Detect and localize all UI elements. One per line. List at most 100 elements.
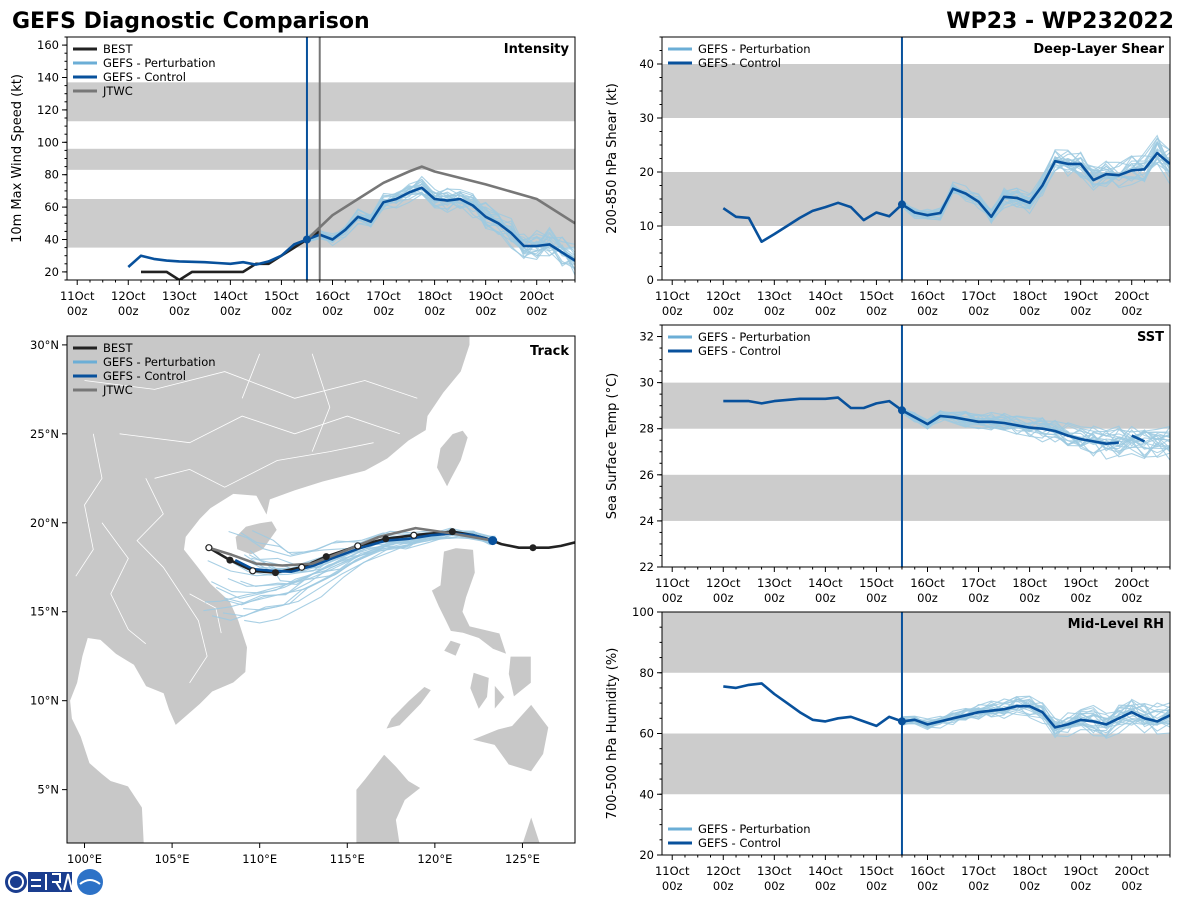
y-tick-label: 100: [632, 605, 654, 619]
y-tick-label: 40: [44, 233, 59, 247]
land-samar: [507, 655, 532, 698]
x-tick-label: 100°E: [67, 852, 102, 866]
y-axis-label: Sea Surface Temp (°C): [605, 373, 620, 520]
y-tick-label: 32: [639, 330, 654, 344]
map-area: [67, 336, 575, 843]
x-tick-label-hour: 00z: [866, 879, 887, 893]
legend-label-control: GEFS - Control: [103, 70, 186, 84]
legend-label-perturbation: GEFS - Perturbation: [103, 56, 216, 70]
x-tick-label-hour: 00z: [815, 304, 836, 318]
x-tick-label-day: 16Oct: [910, 289, 945, 303]
series-line-gefs-control-tail-: [1131, 434, 1146, 443]
init-position-marker: [488, 536, 498, 546]
cira-logo: [5, 869, 103, 895]
x-tick-label-hour: 00z: [169, 304, 190, 318]
y-tick-label: 5°N: [37, 783, 59, 797]
panel-title: Track: [530, 344, 569, 359]
x-tick-label-hour: 00z: [968, 879, 989, 893]
shading-band: [662, 612, 1170, 673]
x-tick-label-day: 15Oct: [859, 289, 894, 303]
init-marker: [302, 235, 311, 244]
land-cebu: [493, 683, 506, 711]
x-tick-label-day: 11Oct: [655, 289, 690, 303]
y-tick-label: 28: [639, 422, 654, 436]
x-tick-label-day: 13Oct: [757, 576, 792, 590]
init-marker: [897, 200, 906, 209]
ensemble-member-line: [306, 193, 575, 260]
ensemble-member-line: [901, 412, 1170, 450]
x-tick-label-hour: 00z: [322, 304, 343, 318]
series-line-gefs-control: [723, 396, 1120, 446]
x-tick-label-day: 19Oct: [1063, 289, 1098, 303]
y-tick-label: 20: [639, 165, 654, 179]
x-tick-label-day: 11Oct: [655, 864, 690, 878]
x-tick-label-day: 17Oct: [961, 576, 996, 590]
sst-panel: 22242628303211Oct00z12Oct00z13Oct00z14Oc…: [605, 324, 1171, 605]
panel-title: Mid-Level RH: [1068, 617, 1164, 632]
track-panel: 100°E 105°E 110°E 115°E 120°E 125°E 5°N 10°N 15°…: [30, 335, 576, 866]
y-tick-label: 140: [37, 71, 59, 85]
y-tick-label: 60: [639, 727, 654, 741]
x-tick-label-day: 18Oct: [1012, 576, 1047, 590]
panel-title: SST: [1137, 330, 1164, 345]
x-tick-label-day: 20Oct: [519, 289, 554, 303]
shading-band: [67, 82, 575, 122]
y-tick-label: 40: [639, 57, 654, 71]
land-mindanao: [470, 703, 550, 773]
x-tick-label-day: 18Oct: [1012, 864, 1047, 878]
x-tick-label-day: 11Oct: [655, 576, 690, 590]
land-mindoro: [443, 639, 462, 657]
x-tick-label-hour: 00z: [662, 304, 683, 318]
x-tick-label-day: 20Oct: [1114, 864, 1149, 878]
ensemble-member-line: [901, 412, 1170, 458]
x-tick-label-hour: 00z: [917, 591, 938, 605]
x-tick-label-day: 15Oct: [264, 289, 299, 303]
y-tick-label: 160: [37, 38, 59, 52]
legend-label-jtwc: JTWC: [102, 84, 133, 98]
shear-panel: 01020304011Oct00z12Oct00z13Oct00z14Oct00…: [605, 36, 1171, 318]
x-tick-label-hour: 00z: [1070, 304, 1091, 318]
plot-area: [127, 165, 575, 280]
x-tick-label-hour: 00z: [526, 304, 547, 318]
axes-frame: [661, 324, 1171, 568]
x-tick-label-hour: 00z: [1070, 879, 1091, 893]
x-tick-label-hour: 00z: [67, 304, 88, 318]
y-tick-label: 10: [639, 219, 654, 233]
x-tick-label-hour: 00z: [1121, 591, 1142, 605]
y-tick-label: 30°N: [30, 338, 59, 352]
y-tick-label: 80: [44, 168, 59, 182]
x-tick-label-day: 14Oct: [808, 289, 843, 303]
x-tick-label-hour: 00z: [662, 879, 683, 893]
y-tick-label: 22: [639, 560, 654, 574]
x-tick-label-hour: 00z: [1019, 591, 1040, 605]
plot-area: [722, 134, 1170, 243]
admin-border: [84, 371, 418, 399]
x-tick-label-day: 16Oct: [315, 289, 350, 303]
legend-label-perturbation: GEFS - Perturbation: [698, 330, 811, 344]
x-tick-label-day: 17Oct: [961, 864, 996, 878]
x-tick-label-day: 17Oct: [366, 289, 401, 303]
y-tick-label: 100: [37, 135, 59, 149]
admin-border: [119, 415, 400, 444]
y-tick-label: 25°N: [30, 427, 59, 441]
axes-frame: [66, 335, 576, 844]
x-tick-label-day: 19Oct: [1063, 576, 1098, 590]
y-tick-label: 120: [37, 103, 59, 117]
land-luzon: [430, 547, 508, 656]
x-tick-label-day: 12Oct: [706, 576, 741, 590]
legend-label-perturbation: GEFS - Perturbation: [103, 355, 216, 369]
x-tick-label-hour: 00z: [713, 879, 734, 893]
y-tick-label: 30: [639, 111, 654, 125]
ensemble-member-line: [306, 185, 575, 257]
best-track-point-open: [410, 531, 418, 539]
x-tick-label-day: 14Oct: [213, 289, 248, 303]
x-tick-label-hour: 00z: [271, 304, 292, 318]
legend-label-best: BEST: [103, 341, 133, 355]
x-tick-label-day: 18Oct: [417, 289, 452, 303]
series-line-gefs-control: [722, 151, 1170, 243]
x-tick-label-day: 13Oct: [757, 289, 792, 303]
x-tick-label-hour: 00z: [968, 304, 989, 318]
admin-border: [101, 522, 147, 645]
y-axis-label: 700-500 hPa Humidity (%): [605, 648, 620, 820]
x-tick-label-hour: 00z: [815, 879, 836, 893]
